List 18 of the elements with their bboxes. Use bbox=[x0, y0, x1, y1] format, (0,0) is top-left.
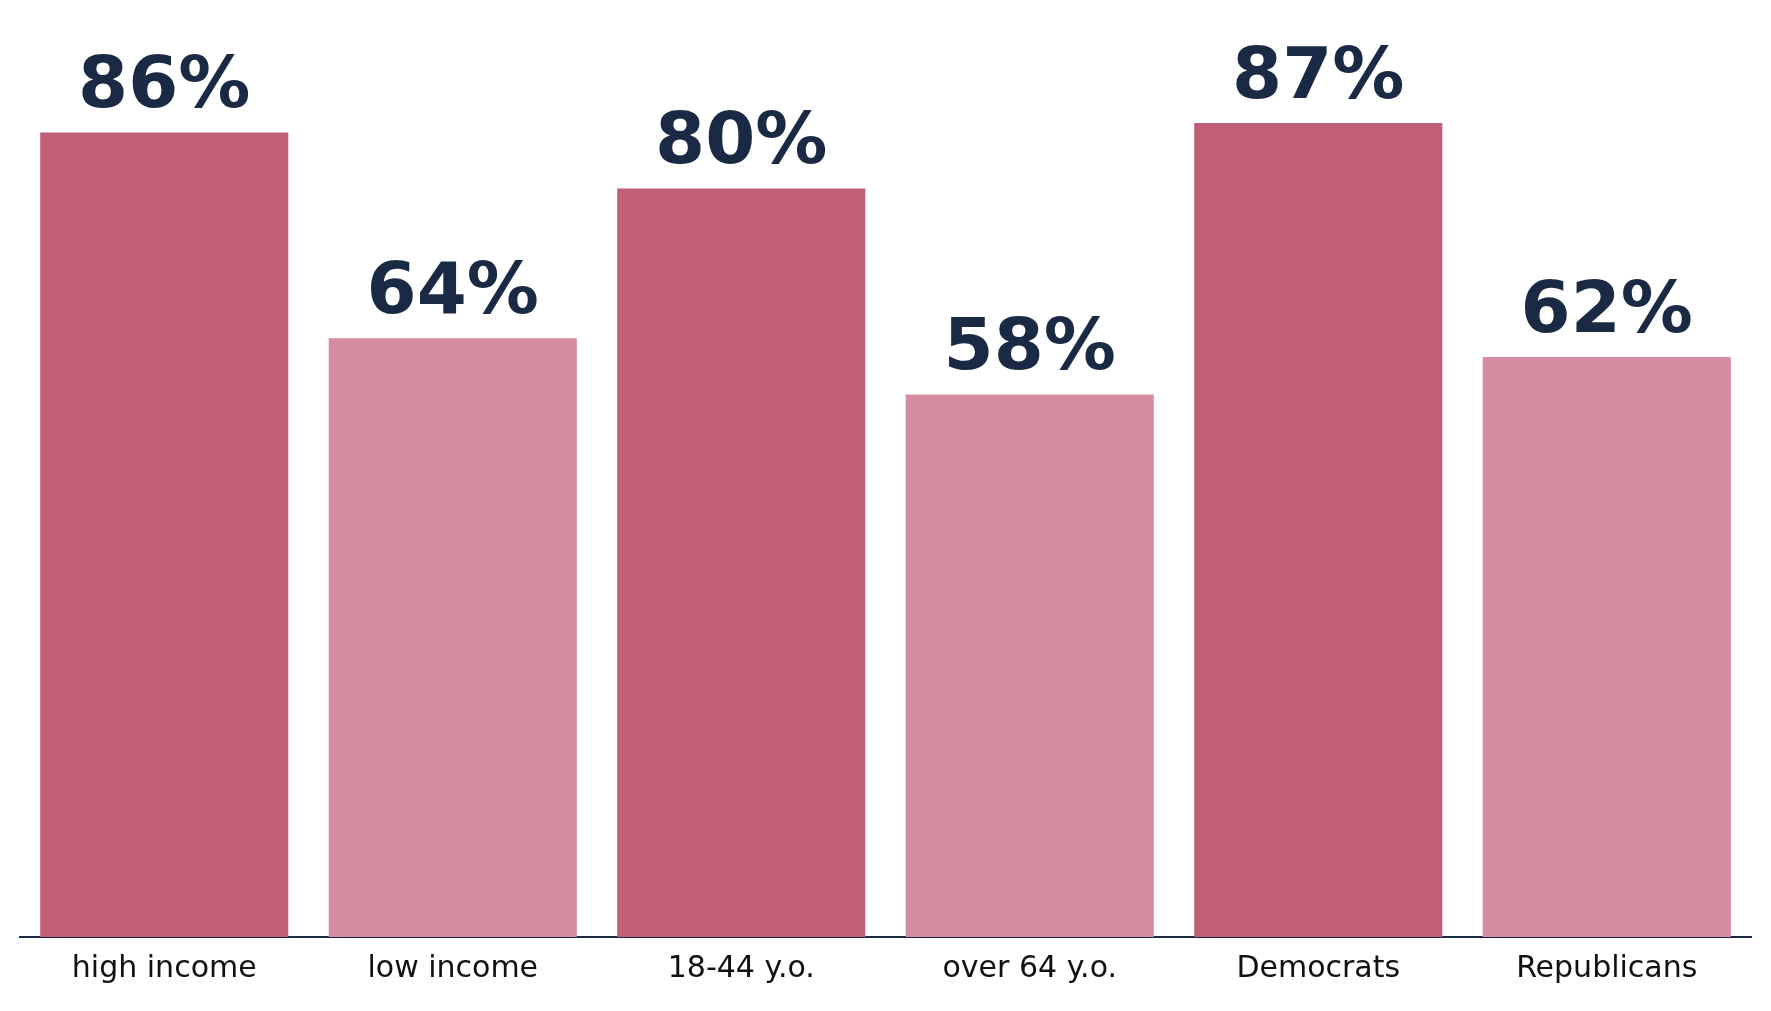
bar bbox=[1194, 123, 1443, 937]
bar bbox=[1482, 356, 1731, 937]
data-label: 86% bbox=[78, 40, 251, 125]
x-tick-label: Republicans bbox=[1516, 948, 1698, 984]
x-tick-label: Democrats bbox=[1236, 948, 1401, 984]
x-tick-label: 18-44 y.o. bbox=[667, 948, 815, 984]
data-label: 62% bbox=[1520, 264, 1693, 349]
x-tick-label: low income bbox=[367, 948, 539, 984]
data-label: 58% bbox=[943, 302, 1116, 387]
data-label: 64% bbox=[366, 245, 539, 330]
bar bbox=[905, 394, 1154, 937]
bar bbox=[40, 132, 289, 937]
bar bbox=[328, 338, 577, 937]
x-tick-label: over 64 y.o. bbox=[942, 948, 1118, 984]
bar bbox=[617, 188, 866, 937]
x-tick-label: high income bbox=[71, 948, 257, 984]
data-label: 87% bbox=[1232, 30, 1405, 115]
data-label: 80% bbox=[655, 96, 828, 181]
